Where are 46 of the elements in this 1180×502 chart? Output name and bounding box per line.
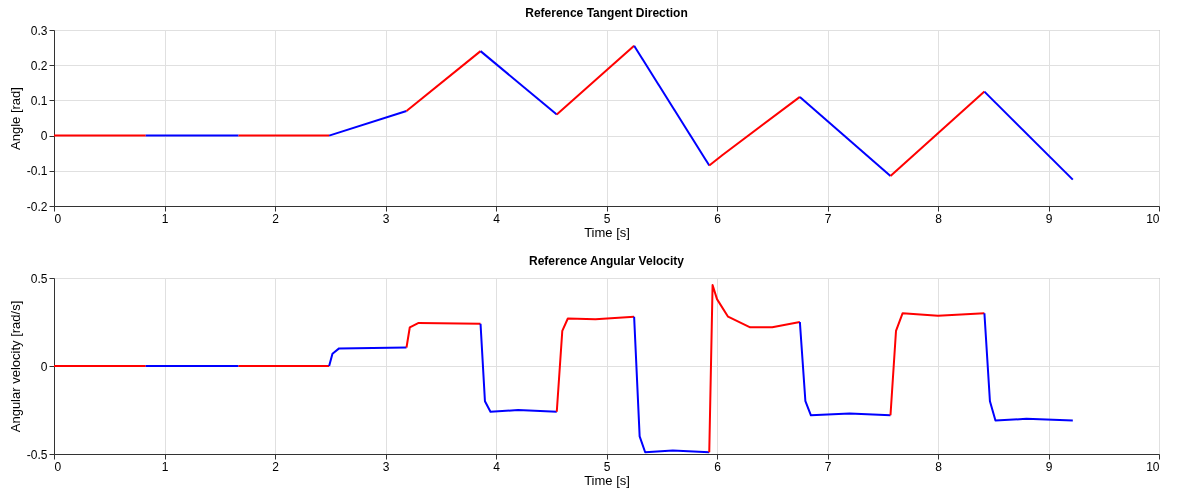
y-tick-label: 0 xyxy=(40,359,48,374)
line-series xyxy=(555,315,636,413)
x-tick-label: 0 xyxy=(54,459,62,474)
x-tick-label: 1 xyxy=(161,211,169,226)
x-tick-label: 6 xyxy=(714,211,722,226)
y-axis-title: Angular velocity [rad/s] xyxy=(7,300,23,433)
x-tick-label: 6 xyxy=(714,459,722,474)
y-tick-label: 0.5 xyxy=(30,271,48,286)
x-tick-label: 8 xyxy=(935,211,943,226)
x-tick-label: 8 xyxy=(935,459,943,474)
line-series xyxy=(328,346,408,367)
y-tick-label: -0.5 xyxy=(26,447,48,462)
x-tick-label: 9 xyxy=(1045,211,1053,226)
x-tick-label: 1 xyxy=(161,459,169,474)
y-tick-label: -0.1 xyxy=(26,164,48,179)
x-tick-label: 5 xyxy=(603,211,611,226)
line-series xyxy=(708,284,801,454)
line-series xyxy=(798,321,892,417)
chart-title: Reference Tangent Direction xyxy=(525,6,688,20)
line-series xyxy=(633,315,711,454)
x-tick-label: 4 xyxy=(493,211,501,226)
x-tick-label: 4 xyxy=(493,459,501,474)
y-tick-label: 0.3 xyxy=(30,23,48,38)
y-axis-title: Angle [rad] xyxy=(7,87,23,150)
y-tick-label: 0.2 xyxy=(30,58,48,73)
x-tick-label: 3 xyxy=(382,211,390,226)
line-series xyxy=(983,312,1074,422)
x-tick-label: 7 xyxy=(824,459,832,474)
x-tick-label: 3 xyxy=(382,459,390,474)
y-tick-label: 0.1 xyxy=(30,93,48,108)
x-tick-label: 2 xyxy=(272,211,280,226)
x-axis-title: Time [s] xyxy=(584,224,630,240)
chart-title: Reference Angular Velocity xyxy=(529,254,685,268)
line-series xyxy=(479,322,558,413)
x-tick-label: 5 xyxy=(603,459,611,474)
x-tick-label: 7 xyxy=(824,211,832,226)
x-tick-label: 10 xyxy=(1146,459,1160,474)
y-tick-label: 0 xyxy=(40,129,48,144)
x-tick-label: 9 xyxy=(1045,459,1053,474)
y-tick-label: -0.2 xyxy=(26,199,48,214)
x-tick-label: 2 xyxy=(272,459,280,474)
x-axis-title: Time [s] xyxy=(584,472,630,488)
x-tick-label: 0 xyxy=(54,211,62,226)
line-series xyxy=(889,312,986,417)
x-tick-label: 10 xyxy=(1146,211,1160,226)
line-series xyxy=(405,321,482,349)
